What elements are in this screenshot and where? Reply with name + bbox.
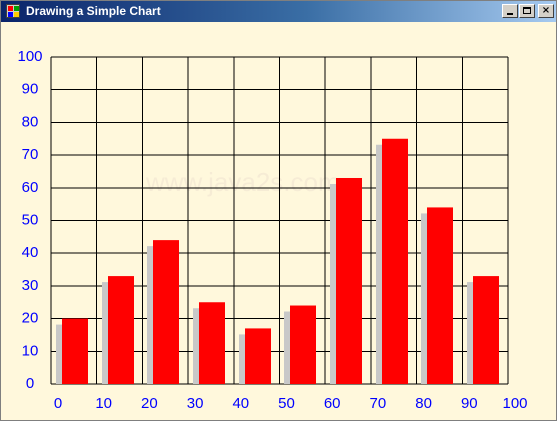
bar <box>62 318 88 384</box>
bar <box>427 207 453 384</box>
x-tick-label: 60 <box>324 395 341 412</box>
x-tick-label: 40 <box>232 395 249 412</box>
x-tick-label: 10 <box>95 395 112 412</box>
y-tick-label: 70 <box>22 146 39 163</box>
x-tick-label: 20 <box>141 395 158 412</box>
grid-lines <box>50 56 509 385</box>
x-tick-label: 100 <box>502 395 527 412</box>
y-tick-label: 80 <box>22 113 39 130</box>
y-tick-label: 90 <box>22 81 39 98</box>
x-tick-label: 70 <box>370 395 387 412</box>
bar <box>108 276 134 384</box>
y-tick-label: 40 <box>22 244 39 261</box>
app-icon[interactable] <box>6 4 20 18</box>
y-tick-label: 0 <box>26 375 34 392</box>
y-tick-label: 20 <box>22 310 39 327</box>
bars <box>56 138 499 384</box>
y-tick-label: 50 <box>22 212 39 229</box>
x-tick-label: 0 <box>54 395 62 412</box>
close-icon: × <box>541 5 551 16</box>
bar <box>199 302 225 384</box>
minimize-button[interactable] <box>502 4 518 18</box>
tick-labels: 0 10 20 30 40 50 60 70 80 90 100 0 10 20 30 40 50 60 70 80 9… <box>17 48 527 412</box>
y-tick-label: 10 <box>22 342 39 359</box>
minimize-icon <box>507 13 513 15</box>
y-tick-label: 100 <box>17 48 42 65</box>
y-tick-label: 60 <box>22 179 39 196</box>
bar <box>473 276 499 384</box>
x-tick-label: 80 <box>415 395 432 412</box>
x-tick-label: 50 <box>278 395 295 412</box>
chart-area: www.java2s.com 0 10 20 30 40 50 60 70 80 90 100 0 10… <box>1 22 556 420</box>
bar <box>153 240 179 384</box>
bar <box>245 328 271 384</box>
bar-chart: 0 10 20 30 40 50 60 70 80 90 100 0 10 20 30 40 50 60 70 80 9… <box>17 48 527 412</box>
maximize-button[interactable] <box>519 4 535 18</box>
window-title: Drawing a Simple Chart <box>26 4 161 18</box>
x-tick-label: 90 <box>461 395 478 412</box>
title-bar[interactable]: Drawing a Simple Chart × <box>1 1 556 22</box>
bar <box>290 305 316 384</box>
bar <box>336 177 362 384</box>
bar <box>382 138 408 384</box>
close-button[interactable]: × <box>538 4 554 18</box>
y-tick-label: 30 <box>22 277 39 294</box>
maximize-icon <box>523 7 531 14</box>
x-tick-label: 30 <box>187 395 204 412</box>
